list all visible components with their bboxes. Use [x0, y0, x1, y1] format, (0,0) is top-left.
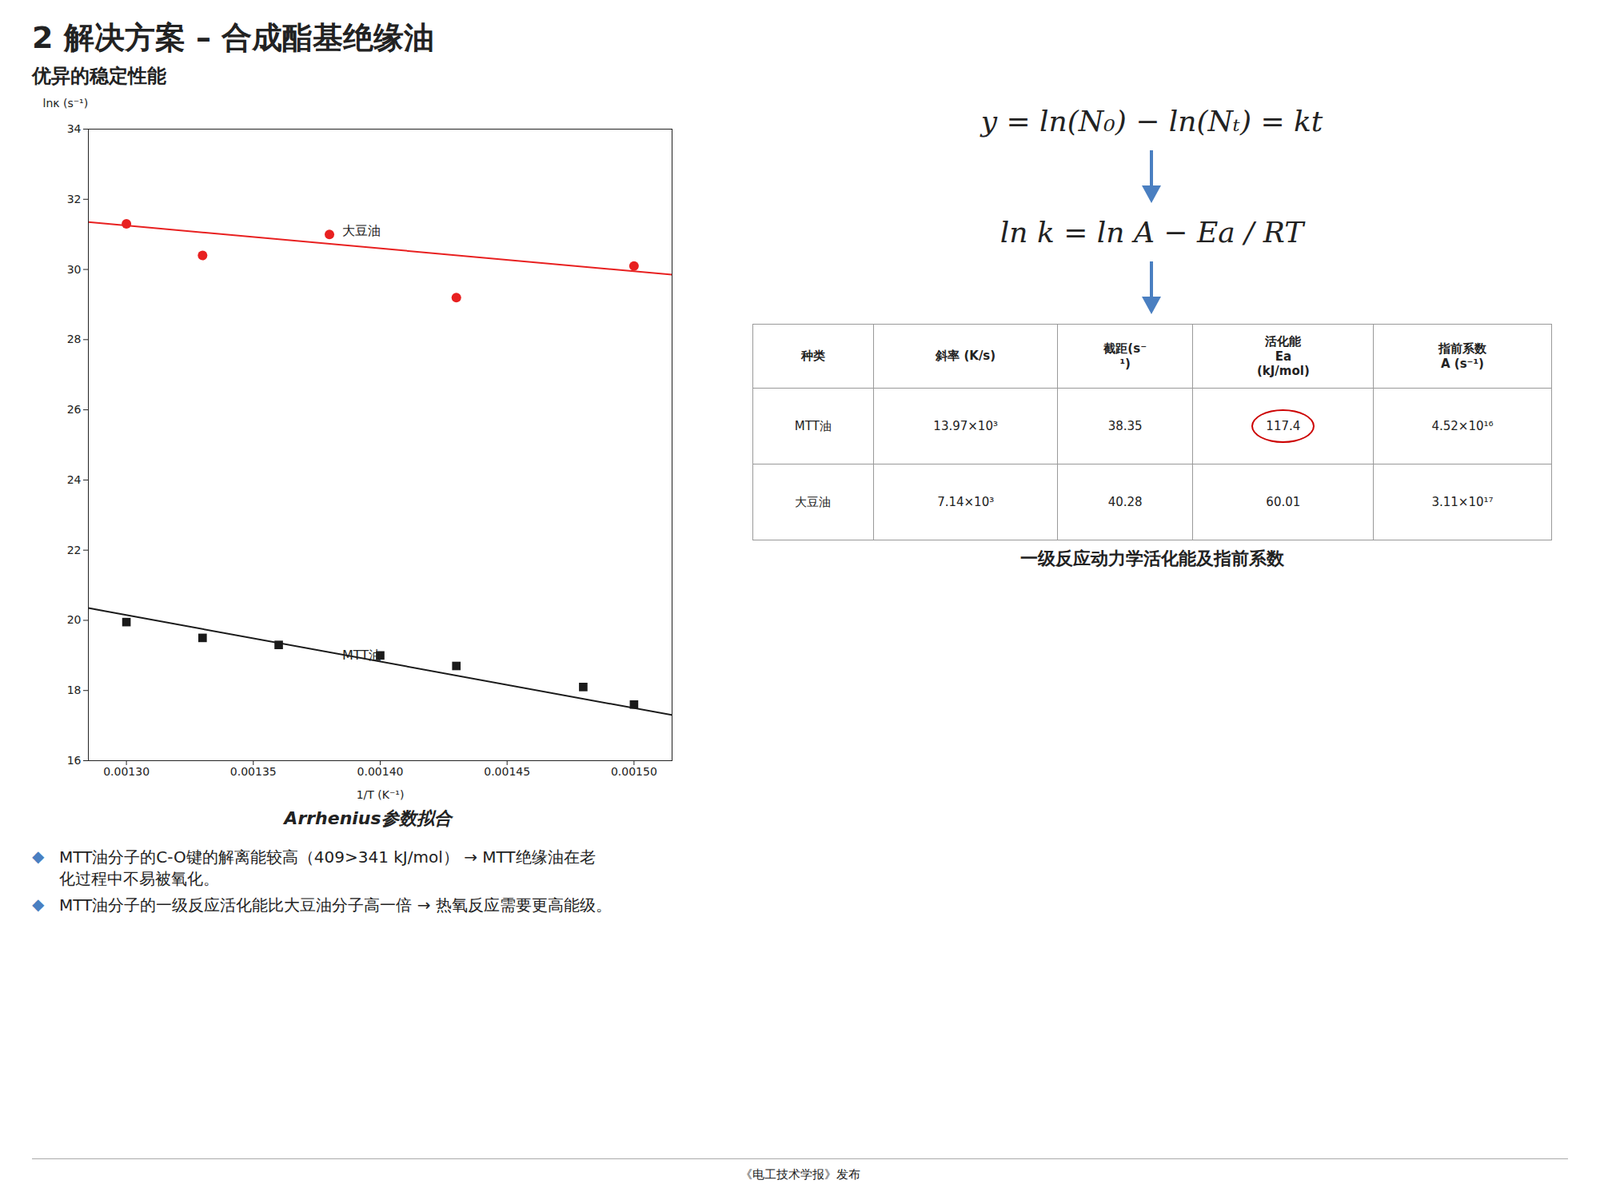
svg-text:0.00140: 0.00140	[357, 765, 404, 779]
html-text:MTT油分子的C-O键的解离能较高（409>341 kJ/m: MTT油分子的C-O键的解离能较高（409>341 kJ/mol） → MTT绝…	[59, 847, 596, 867]
html-text:一级反应动力学活化能及指前系数: 一级反应动力学活化能及指前系数	[1019, 548, 1284, 569]
html-text:优异的稳定性能: 优异的稳定性能	[31, 64, 167, 88]
svg-text:lnκ (s⁻¹): lnκ (s⁻¹)	[43, 96, 89, 110]
html-text:7.14×10³: 7.14×10³	[937, 494, 995, 510]
html-text:MTT油分子的一级反应活化能比大豆油分子高一倍 → 热氧反应: MTT油分子的一级反应活化能比大豆油分子高一倍 → 热氧反应需要更高能级。	[59, 895, 612, 915]
svg-text:MTT油: MTT油	[342, 647, 382, 663]
svg-text:30: 30	[67, 263, 82, 276]
svg-text:0.00150: 0.00150	[610, 765, 658, 779]
svg-text:28: 28	[67, 332, 82, 346]
html-text:斜率 (K/s): 斜率 (K/s)	[935, 348, 996, 364]
html-text:3.11×10¹⁷: 3.11×10¹⁷	[1431, 494, 1494, 510]
svg-text:0.00130: 0.00130	[103, 765, 150, 779]
svg-text:16: 16	[67, 754, 82, 767]
html-text:种类: 种类	[801, 348, 826, 364]
svg-text:22: 22	[67, 543, 82, 557]
html-text:活化能 Ea (kJ/mol): 活化能 Ea (kJ/mol)	[1256, 334, 1310, 379]
svg-text:1/T (K⁻¹): 1/T (K⁻¹)	[356, 788, 405, 802]
svg-text:大豆油: 大豆油	[342, 223, 381, 239]
svg-text:20: 20	[67, 613, 82, 627]
html-text:4.52×10¹⁶: 4.52×10¹⁶	[1431, 418, 1494, 434]
svg-text:32: 32	[67, 192, 82, 206]
html-text:指前系数 A (s⁻¹): 指前系数 A (s⁻¹)	[1438, 341, 1487, 372]
html-text:13.97×10³: 13.97×10³	[933, 418, 998, 434]
svg-text:18: 18	[67, 683, 82, 697]
html-text:《电工技术学报》发布: 《电工技术学报》发布	[740, 1167, 860, 1182]
html-text:截距(s⁻ ¹): 截距(s⁻ ¹)	[1103, 341, 1147, 372]
html-text:y = ln(N₀) − ln(Nₜ) = kt: y = ln(N₀) − ln(Nₜ) = kt	[980, 104, 1323, 138]
html-text:40.28: 40.28	[1108, 494, 1143, 510]
html-text:38.35: 38.35	[1108, 418, 1143, 434]
svg-text:34: 34	[67, 122, 82, 136]
html-text:大豆油: 大豆油	[795, 494, 832, 509]
html-text:2 解决方案 – 合成酯基绝缘油: 2 解决方案 – 合成酯基绝缘油	[31, 19, 435, 56]
html-text:化过程中不易被氧化。: 化过程中不易被氧化。	[59, 869, 220, 889]
html-text:MTT油: MTT油	[794, 418, 832, 433]
svg-text:26: 26	[67, 402, 82, 416]
html-text:60.01: 60.01	[1266, 494, 1301, 510]
html-text:ln k = ln A − Ea / RT: ln k = ln A − Ea / RT	[1000, 215, 1304, 249]
svg-text:24: 24	[67, 473, 82, 487]
html-text:Arrhenius参数拟合: Arrhenius参数拟合	[284, 808, 452, 829]
svg-text:0.00135: 0.00135	[230, 765, 277, 779]
svg-text:0.00145: 0.00145	[483, 765, 531, 779]
html-text:117.4: 117.4	[1266, 418, 1301, 434]
